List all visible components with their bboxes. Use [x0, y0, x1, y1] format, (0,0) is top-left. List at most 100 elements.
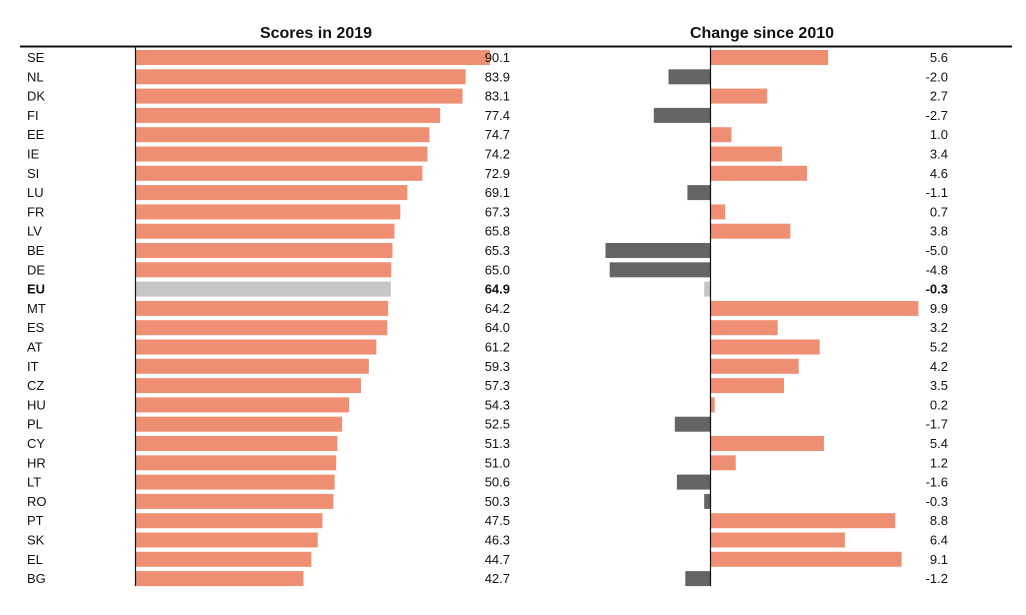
- score-bar-cy: [135, 436, 338, 451]
- country-label-ie: IE: [27, 147, 40, 162]
- score-bar-de: [135, 262, 392, 278]
- country-label-ee: EE: [27, 127, 45, 142]
- score-bar-hr: [135, 455, 337, 471]
- country-label-cy: CY: [27, 436, 45, 451]
- score-value-bg: 42.7: [485, 571, 510, 586]
- score-value-be: 65.3: [485, 243, 510, 258]
- score-bar-bg: [135, 571, 304, 587]
- country-label-se: SE: [27, 50, 45, 65]
- country-label-be: BE: [27, 243, 45, 258]
- change-value-fi: -2.7: [926, 108, 948, 123]
- score-bar-be: [135, 243, 393, 258]
- score-bar-pl: [135, 416, 343, 432]
- change-bar-hu: [710, 397, 715, 413]
- change-bar-sk: [710, 532, 845, 548]
- change-value-at: 5.2: [930, 340, 948, 355]
- score-bar-mt: [135, 300, 389, 316]
- change-value-sk: 6.4: [930, 533, 948, 548]
- change-value-cy: 5.4: [930, 436, 948, 451]
- change-bar-pl: [674, 416, 711, 432]
- change-bar-be: [605, 243, 711, 258]
- change-bar-fr: [710, 204, 726, 220]
- change-value-si: 4.6: [930, 166, 948, 181]
- score-value-eu: 64.9: [485, 282, 510, 297]
- change-value-bg: -1.2: [926, 571, 948, 586]
- change-bar-nl: [668, 69, 711, 85]
- change-bar-se: [710, 50, 829, 65]
- score-bar-pt: [135, 513, 323, 529]
- change-value-lt: -1.6: [926, 475, 948, 490]
- change-value-eu: -0.3: [926, 282, 948, 297]
- change-bar-ro: [704, 493, 711, 509]
- score-bar-it: [135, 358, 369, 374]
- score-value-ee: 74.7: [485, 127, 510, 142]
- score-bar-ro: [135, 493, 334, 509]
- country-label-mt: MT: [27, 301, 46, 316]
- country-label-ro: RO: [27, 494, 47, 509]
- score-bar-sk: [135, 532, 318, 548]
- score-value-de: 65.0: [485, 262, 510, 277]
- country-label-fr: FR: [27, 204, 44, 219]
- score-bar-lv: [135, 223, 395, 239]
- change-value-be: -5.0: [926, 243, 948, 258]
- score-value-cz: 57.3: [485, 378, 510, 393]
- country-label-pt: PT: [27, 513, 44, 528]
- score-value-fi: 77.4: [485, 108, 510, 123]
- change-value-pl: -1.7: [926, 417, 948, 432]
- country-label-lv: LV: [27, 224, 42, 239]
- score-value-ie: 74.2: [485, 147, 510, 162]
- change-value-hu: 0.2: [930, 397, 948, 412]
- country-label-fi: FI: [27, 108, 39, 123]
- change-value-fr: 0.7: [930, 204, 948, 219]
- country-label-it: IT: [27, 359, 39, 374]
- change-value-lv: 3.8: [930, 224, 948, 239]
- change-bar-at: [710, 339, 820, 355]
- country-label-sk: SK: [27, 533, 45, 548]
- change-bar-mt: [710, 300, 919, 316]
- change-value-se: 5.6: [930, 50, 948, 65]
- change-bar-lu: [687, 185, 711, 201]
- change-bar-si: [710, 165, 808, 181]
- score-value-dk: 83.1: [485, 89, 510, 104]
- score-bar-nl: [135, 69, 466, 85]
- score-value-el: 44.7: [485, 552, 510, 567]
- change-bar-de: [609, 262, 711, 278]
- score-value-si: 72.9: [485, 166, 510, 181]
- score-value-nl: 83.9: [485, 69, 510, 84]
- change-value-it: 4.2: [930, 359, 948, 374]
- change-bar-es: [710, 320, 778, 336]
- change-value-lu: -1.1: [926, 185, 948, 200]
- score-value-it: 59.3: [485, 359, 510, 374]
- country-label-cz: CZ: [27, 378, 44, 393]
- change-value-ro: -0.3: [926, 494, 948, 509]
- change-value-de: -4.8: [926, 262, 948, 277]
- change-chart-title: Change since 2010: [690, 25, 834, 42]
- country-label-hr: HR: [27, 455, 46, 470]
- score-value-pl: 52.5: [485, 417, 510, 432]
- score-bar-fr: [135, 204, 401, 220]
- score-value-at: 61.2: [485, 340, 510, 355]
- change-value-nl: -2.0: [926, 69, 948, 84]
- change-bar-ie: [710, 146, 782, 162]
- change-bar-lt: [676, 474, 711, 490]
- scores-chart-title: Scores in 2019: [260, 25, 372, 42]
- change-bar-cy: [710, 436, 824, 451]
- score-value-fr: 67.3: [485, 204, 510, 219]
- score-value-lu: 69.1: [485, 185, 510, 200]
- change-bar-eu: [704, 281, 711, 297]
- change-value-el: 9.1: [930, 552, 948, 567]
- score-value-mt: 64.2: [485, 301, 510, 316]
- change-bar-pt: [710, 513, 896, 529]
- score-value-pt: 47.5: [485, 513, 510, 528]
- score-value-es: 64.0: [485, 320, 510, 335]
- score-bar-el: [135, 551, 312, 567]
- score-value-lv: 65.8: [485, 224, 510, 239]
- change-value-mt: 9.9: [930, 301, 948, 316]
- score-value-hr: 51.0: [485, 455, 510, 470]
- change-bar-el: [710, 551, 902, 567]
- score-bar-at: [135, 339, 377, 355]
- country-label-si: SI: [27, 166, 39, 181]
- score-bar-dk: [135, 88, 463, 104]
- score-bar-cz: [135, 378, 361, 394]
